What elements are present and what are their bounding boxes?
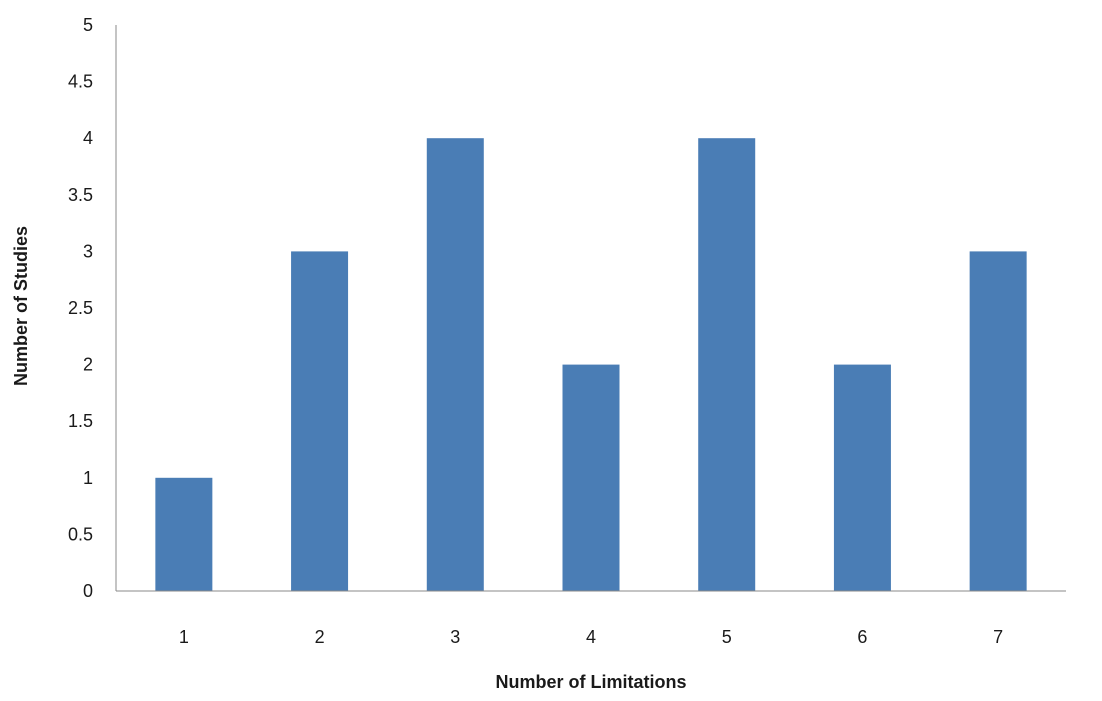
y-tick-labels: 0 0.5 1 1.5 2 2.5 3 3.5 4 4.5 5 <box>68 15 93 601</box>
y-tick-label: 1.5 <box>68 411 93 431</box>
x-tick-label: 4 <box>586 627 596 647</box>
y-tick-label: 3 <box>83 241 93 261</box>
y-axis-title: Number of Studies <box>11 226 31 386</box>
bar-2 <box>291 251 349 591</box>
bar-1 <box>155 477 213 591</box>
bar-4 <box>562 364 620 591</box>
y-tick-label: 0 <box>83 581 93 601</box>
bar-5 <box>698 138 756 591</box>
bar-3 <box>426 138 484 591</box>
x-tick-label: 7 <box>993 627 1003 647</box>
y-tick-label: 5 <box>83 15 93 35</box>
y-tick-label: 1 <box>83 468 93 488</box>
y-tick-label: 2.5 <box>68 298 93 318</box>
y-tick-label: 4 <box>83 128 93 148</box>
x-tick-label: 3 <box>450 627 460 647</box>
bar-6 <box>833 364 891 591</box>
bars-layer <box>155 138 1027 591</box>
y-tick-label: 2 <box>83 355 93 375</box>
x-axis-title: Number of Limitations <box>495 672 686 692</box>
x-tick-label: 2 <box>315 627 325 647</box>
x-tick-label: 5 <box>722 627 732 647</box>
y-tick-label: 4.5 <box>68 72 93 92</box>
axes-layer <box>115 25 1066 592</box>
x-tick-label: 1 <box>179 627 189 647</box>
bar-7 <box>969 251 1027 591</box>
y-tick-label: 0.5 <box>68 524 93 544</box>
y-tick-label: 3.5 <box>68 185 93 205</box>
x-tick-labels: 1 2 3 4 5 6 7 <box>179 627 1003 647</box>
x-tick-label: 6 <box>857 627 867 647</box>
